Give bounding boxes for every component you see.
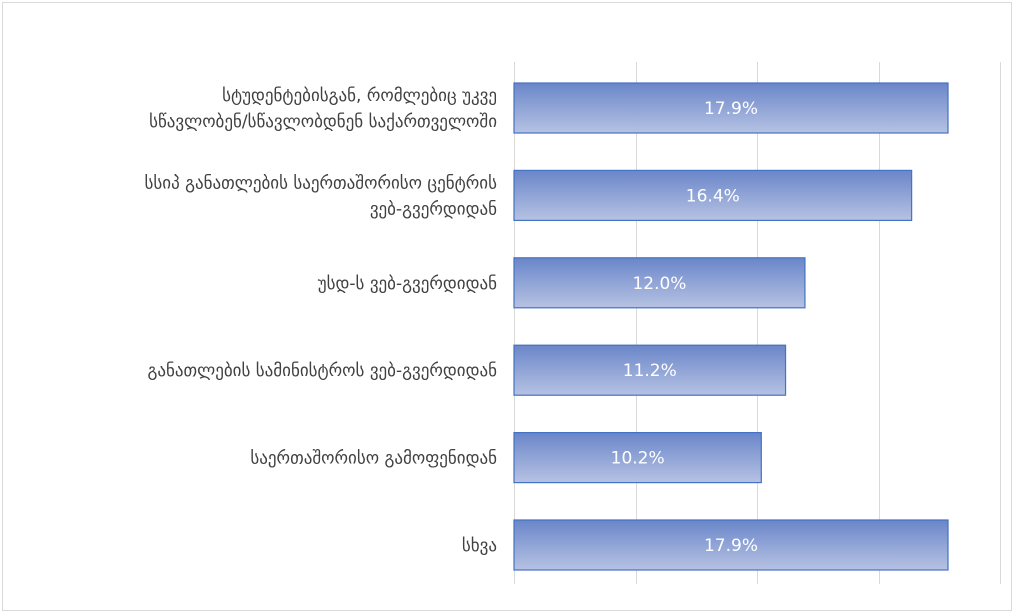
bar-2 xyxy=(513,257,806,309)
category-label-3: განათლების სამინისტროს ვებ-გვერდიდან xyxy=(148,361,498,381)
category-label-line: საერთაშორისო გამოფენიდან xyxy=(250,449,497,469)
data-label-1: 16.4% xyxy=(686,186,740,206)
gridlines xyxy=(514,62,1001,584)
bar-1 xyxy=(513,169,913,221)
category-label-line: სხვა xyxy=(462,536,497,556)
category-label-line: სტუდენტებისგან, რომლებიც უკვე xyxy=(222,86,497,106)
category-label-line: განათლების სამინისტროს ვებ-გვერდიდან xyxy=(148,361,498,381)
data-label-0: 17.9% xyxy=(704,99,758,119)
category-label-line: ვებ-გვერდიდან xyxy=(370,199,497,219)
category-label-5: სხვა xyxy=(462,536,497,556)
bars: 17.9% 16.4% 12.0% 11.2% 10.2% 17.9% xyxy=(513,82,949,571)
category-label-1: სსიპ განათლების საერთაშორისო ცენტრის ვებ-… xyxy=(145,173,498,219)
category-label-line: სსიპ განათლების საერთაშორისო ცენტრის xyxy=(145,173,498,193)
data-label-3: 11.2% xyxy=(623,361,677,381)
category-label-0: სტუდენტებისგან, რომლებიც უკვე სწავლობენ/ს… xyxy=(149,86,497,132)
category-labels: სტუდენტებისგან, რომლებიც უკვე სწავლობენ/ს… xyxy=(145,86,498,556)
data-label-4: 10.2% xyxy=(611,449,665,469)
category-label-4: საერთაშორისო გამოფენიდან xyxy=(250,449,497,469)
category-label-2: უსდ-ს ვებ-გვერდიდან xyxy=(318,274,497,294)
data-label-2: 12.0% xyxy=(632,274,686,294)
bar-0 xyxy=(513,82,949,134)
data-label-5: 17.9% xyxy=(704,536,758,556)
bar-3 xyxy=(513,344,787,396)
category-label-line: სწავლობენ/სწავლობდნენ საქართველოში xyxy=(149,112,497,132)
bar-5 xyxy=(513,519,949,571)
bar-4 xyxy=(513,432,762,484)
category-label-line: უსდ-ს ვებ-გვერდიდან xyxy=(318,274,497,294)
